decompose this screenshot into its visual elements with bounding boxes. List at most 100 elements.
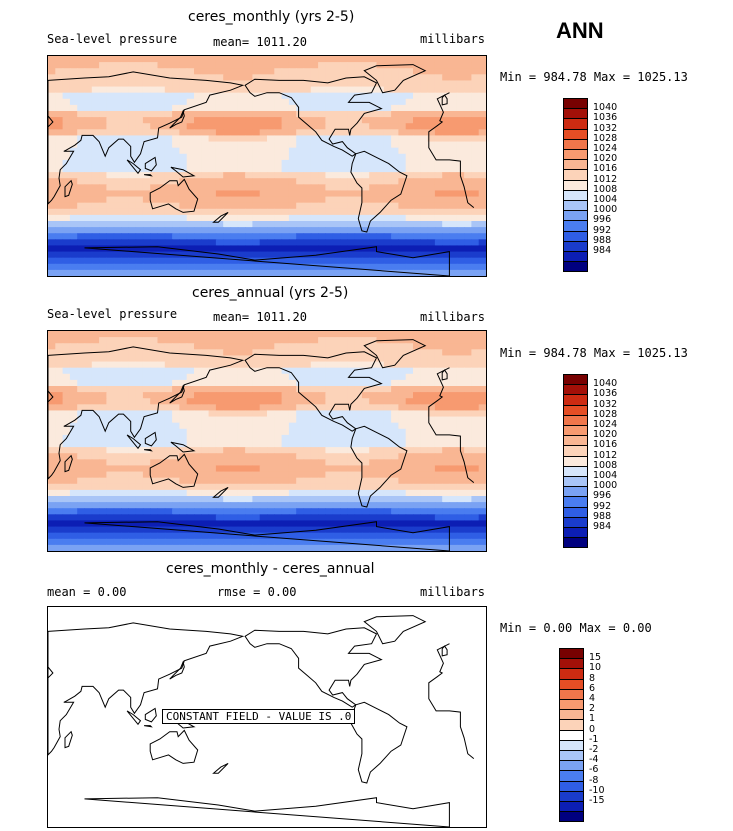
- field-cell: [48, 367, 56, 375]
- field-cell: [274, 508, 283, 515]
- field-cell: [142, 129, 151, 137]
- field-cell: [142, 196, 151, 204]
- field-cell: [267, 422, 275, 430]
- field-cell: [361, 410, 370, 418]
- field-cell: [405, 227, 414, 234]
- field-cell: [157, 410, 166, 418]
- field-cell: [62, 196, 71, 204]
- field-cell: [347, 92, 356, 100]
- field-cell: [201, 428, 210, 436]
- field-cell: [113, 129, 122, 137]
- field-cell: [427, 520, 436, 528]
- field-cell: [456, 349, 465, 357]
- field-cell: [405, 532, 414, 540]
- field-cell: [383, 269, 392, 276]
- field-cell: [354, 196, 363, 204]
- field-cell: [259, 221, 268, 228]
- field-cell: [449, 441, 458, 448]
- field-cell: [274, 483, 283, 491]
- field-cell: [84, 398, 93, 405]
- field-cell: [69, 514, 78, 522]
- field-cell: [245, 538, 253, 546]
- field-cell: [84, 208, 93, 216]
- field-cell: [157, 227, 166, 234]
- field-cell: [150, 172, 159, 179]
- field-cell: [398, 86, 407, 94]
- field-cell: [318, 214, 326, 222]
- field-cell: [99, 355, 107, 363]
- colorbar-label: 1032: [593, 398, 618, 410]
- field-cell: [398, 62, 407, 69]
- field-cell: [405, 465, 414, 473]
- field-cell: [135, 111, 144, 118]
- field-cell: [113, 386, 122, 393]
- field-cell: [237, 477, 246, 485]
- field-cell: [208, 62, 217, 69]
- field-cell: [69, 239, 78, 247]
- field-cell: [194, 269, 202, 276]
- field-cell: [318, 196, 326, 204]
- field-cell: [113, 196, 122, 204]
- field-cell: [201, 80, 210, 88]
- field-cell: [325, 269, 334, 276]
- field-cell: [237, 404, 246, 412]
- field-cell: [325, 251, 334, 259]
- field-cell: [318, 337, 326, 344]
- field-cell: [310, 172, 319, 179]
- field-cell: [186, 526, 195, 534]
- field-cell: [135, 172, 144, 179]
- field-cell: [157, 141, 166, 149]
- field-cell: [332, 428, 341, 436]
- field-cell: [77, 159, 86, 167]
- field-cell: [157, 56, 166, 63]
- field-cell: [215, 257, 224, 265]
- field-cell: [121, 153, 129, 161]
- field-cell: [281, 422, 290, 430]
- field-cell: [194, 428, 202, 436]
- field-cell: [325, 184, 334, 192]
- field-cell: [69, 428, 78, 436]
- field-cell: [230, 92, 239, 100]
- field-cell: [288, 496, 297, 503]
- field-cell: [303, 117, 312, 124]
- field-cell: [310, 92, 319, 100]
- field-cell: [340, 544, 348, 551]
- field-cell: [427, 263, 436, 271]
- field-cell: [150, 373, 159, 381]
- field-cell: [128, 343, 137, 350]
- field-cell: [347, 526, 356, 534]
- field-cell: [77, 386, 86, 393]
- field-cell: [405, 508, 414, 515]
- field-cell: [303, 257, 312, 265]
- field-cell: [449, 416, 458, 424]
- field-cell: [99, 428, 107, 436]
- field-cell: [157, 159, 166, 167]
- field-cell: [259, 233, 268, 240]
- field-cell: [113, 471, 122, 479]
- field-cell: [369, 56, 378, 63]
- field-cell: [245, 459, 253, 467]
- field-cell: [150, 111, 159, 118]
- field-cell: [434, 251, 443, 259]
- field-cell: [215, 465, 224, 473]
- field-cell: [208, 349, 217, 357]
- field-cell: [369, 227, 378, 234]
- field-cell: [405, 379, 414, 387]
- field-cell: [274, 520, 283, 528]
- field-cell: [55, 538, 64, 546]
- field-cell: [405, 416, 414, 424]
- field-cell: [201, 178, 210, 185]
- coastlines: [48, 339, 475, 551]
- field-cell: [340, 526, 348, 534]
- field-cell: [310, 80, 319, 88]
- field-cell: [471, 367, 480, 375]
- field-cell: [142, 483, 151, 491]
- field-cell: [281, 489, 290, 497]
- field-cell: [398, 520, 407, 528]
- field-cell: [223, 257, 232, 265]
- field-cell: [142, 245, 151, 253]
- field-cell: [398, 483, 407, 491]
- field-cell: [179, 74, 188, 82]
- field-cell: [434, 62, 443, 69]
- field-cell: [456, 245, 465, 253]
